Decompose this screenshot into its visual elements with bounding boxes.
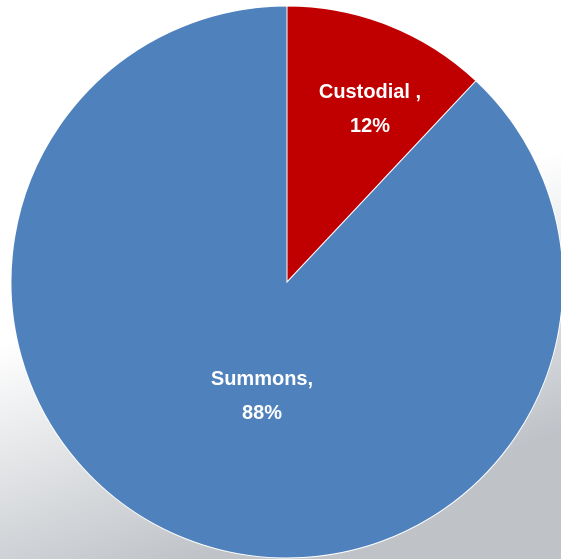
- slice-label-name: Custodial ,: [319, 81, 421, 103]
- pie-slice-summons: [10, 5, 561, 559]
- slice-label-value: 12%: [350, 115, 390, 137]
- pie-slice-custodial: [286, 5, 477, 284]
- slice-label-value: 88%: [242, 402, 282, 424]
- pie-labels: Custodial , 12% Summons, 88%: [211, 81, 421, 424]
- pie-slices: [10, 5, 561, 559]
- slice-label-name: Summons,: [211, 368, 313, 390]
